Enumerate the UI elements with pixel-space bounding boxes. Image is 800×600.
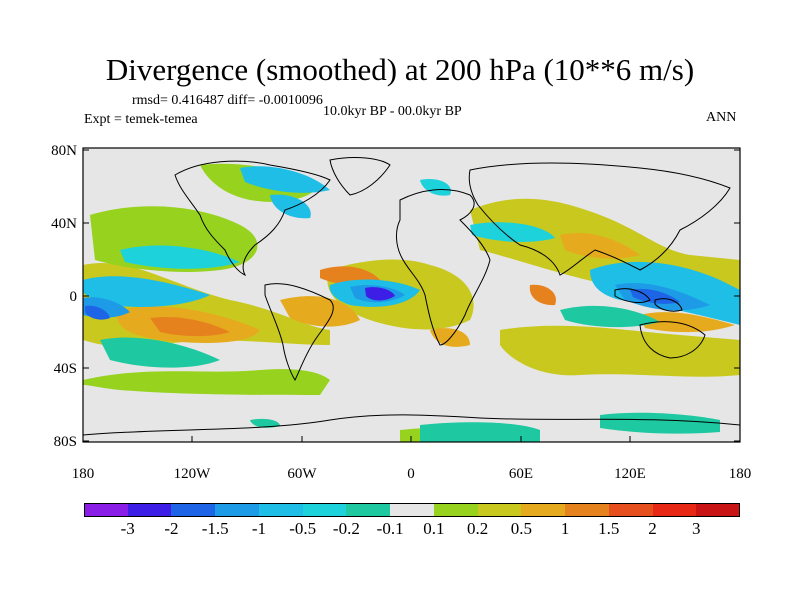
lat-label: 40S (54, 361, 77, 377)
lon-label: 120W (174, 466, 212, 482)
colorbar-swatch (258, 503, 304, 517)
colorbar-frame (84, 503, 740, 517)
colorbar-swatch (696, 503, 741, 517)
colorbar-label: 0.2 (466, 519, 489, 538)
lon-label: 180 (72, 466, 95, 482)
colorbar-label: -0.2 (332, 519, 360, 538)
colorbar-label: -3 (120, 519, 135, 538)
colorbar-label: -1.5 (201, 519, 229, 538)
lat-label: 40N (51, 216, 77, 232)
stats-line: rmsd= 0.416487 diff= -0.0010096 (132, 93, 323, 108)
colorbar-label: 2 (648, 519, 657, 538)
colorbar-swatch (84, 503, 129, 517)
colorbar-label: -0.1 (376, 519, 404, 538)
lon-tick-marks (82, 436, 741, 442)
colorbar-label: -0.5 (289, 519, 317, 538)
colorbar-label: 1.5 (598, 519, 620, 538)
colorbar-label: 3 (692, 519, 701, 538)
colorbar-label: 0.1 (423, 519, 445, 538)
colorbar-swatch (127, 503, 172, 517)
season-label: ANN (706, 110, 737, 125)
lat-label: 80S (54, 434, 77, 450)
colorbar-swatch (433, 503, 479, 517)
colorbar-swatch (521, 503, 566, 517)
experiment-label: Expt = temek-temea (84, 112, 198, 127)
lat-tick-marks (83, 149, 740, 442)
colorbar-swatch (171, 503, 216, 517)
lat-label: 0 (70, 289, 78, 305)
colorbar-label: -2 (164, 519, 179, 538)
colorbar-swatch (390, 503, 435, 517)
lat-label: 80N (51, 143, 77, 159)
lon-label: 60W (287, 466, 317, 482)
period-label: 10.0kyr BP - 00.0kyr BP (323, 104, 462, 119)
lon-label: 60E (509, 466, 533, 482)
colorbar-swatch (302, 503, 347, 517)
colorbar-swatch (346, 503, 391, 517)
coastlines (83, 157, 740, 436)
colorbar-swatch (652, 503, 697, 517)
lon-label: 120E (614, 466, 646, 482)
colorbar-label: 1 (560, 519, 570, 538)
lon-label: 180 (729, 466, 752, 482)
colorbar-swatch (215, 503, 260, 517)
colorbar-swatch (608, 503, 654, 517)
chart-title: Divergence (smoothed) at 200 hPa (10**6 … (105, 52, 695, 87)
lon-label: 0 (407, 466, 415, 482)
colorbar-swatch (477, 503, 522, 517)
colorbar-label: -1 (251, 519, 266, 538)
colorbar-swatch (565, 503, 610, 517)
contour-fills (83, 163, 740, 442)
colorbar-label: 0.5 (510, 519, 532, 538)
